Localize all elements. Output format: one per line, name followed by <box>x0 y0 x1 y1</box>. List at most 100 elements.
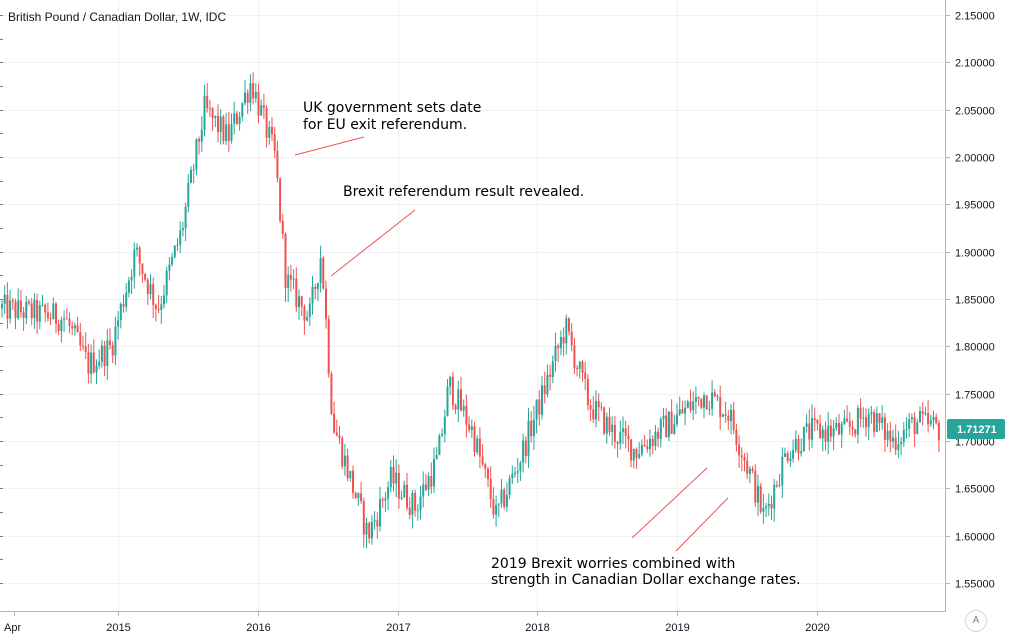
candle <box>300 295 303 316</box>
candle <box>279 177 282 224</box>
candle <box>430 462 433 494</box>
candle-body <box>246 92 249 103</box>
candle-body <box>813 418 816 420</box>
candle-body <box>586 378 589 406</box>
candle-body <box>330 373 333 414</box>
candle <box>454 403 457 415</box>
candle-body <box>775 484 778 486</box>
candle-body <box>640 444 643 455</box>
candle <box>924 406 927 416</box>
price-tick-label: 2.05000 <box>955 106 995 118</box>
candle-body <box>130 276 133 281</box>
candle-body <box>254 91 257 99</box>
candle <box>665 408 668 438</box>
candle <box>865 408 867 437</box>
candle <box>892 429 894 449</box>
candle <box>111 341 114 364</box>
candle-body <box>465 405 468 425</box>
time-axis[interactable]: Apr 2015 2016 2017 2018 2019 2020 <box>4 611 830 634</box>
candle <box>217 104 219 143</box>
candle <box>200 116 203 152</box>
candle <box>63 310 66 332</box>
candle-body <box>373 520 376 522</box>
candle-body <box>179 230 182 245</box>
candle-body <box>90 352 93 374</box>
candle <box>392 455 395 492</box>
candle <box>33 293 36 329</box>
candle-body <box>446 386 449 417</box>
candle <box>559 330 562 356</box>
candle-body <box>570 331 573 346</box>
candle <box>503 487 506 510</box>
candle-body <box>541 385 543 415</box>
candle <box>422 471 425 508</box>
candle <box>719 385 722 430</box>
candle <box>775 480 778 488</box>
candle-body <box>649 438 651 450</box>
candle <box>433 447 435 494</box>
candle <box>654 424 657 451</box>
candle-body <box>894 437 897 451</box>
candle <box>638 442 641 460</box>
candle-body <box>33 299 36 319</box>
candle-body <box>73 325 76 329</box>
candle-body <box>554 345 557 362</box>
candle <box>230 113 233 144</box>
candle-body <box>910 417 913 420</box>
candle <box>603 406 606 436</box>
auto-scale-button[interactable]: A <box>965 610 987 632</box>
last-price-badge: 1.71271 <box>947 418 1005 439</box>
candle <box>630 439 633 468</box>
candle-body <box>365 522 368 535</box>
candle <box>716 393 719 402</box>
candle <box>673 414 676 435</box>
candle <box>522 433 525 473</box>
candle <box>6 282 9 329</box>
candle <box>870 405 873 424</box>
candle-body <box>619 431 622 444</box>
candle <box>424 474 427 492</box>
price-tick-label: 1.60000 <box>955 532 995 544</box>
candle <box>22 306 25 332</box>
candle-body <box>667 411 670 438</box>
candle <box>740 447 743 472</box>
candle <box>570 323 573 352</box>
candle <box>605 412 608 444</box>
candle-body <box>411 492 414 515</box>
candle <box>273 126 276 159</box>
candle <box>851 420 854 437</box>
price-axis[interactable]: 2.15000 2.10000 2.05000 2.00000 1.95000 1.900… <box>945 11 995 591</box>
candle <box>697 396 700 407</box>
candle <box>667 410 670 442</box>
candle-body <box>635 448 638 458</box>
candle-body <box>646 446 649 450</box>
candle-body <box>638 454 641 458</box>
candle <box>160 296 163 324</box>
candle <box>824 421 827 451</box>
candle-body <box>762 507 765 512</box>
candle-body <box>754 470 757 503</box>
time-tick-label: 2015 <box>106 622 130 634</box>
candle-body <box>476 438 479 453</box>
time-tick-label: 2019 <box>665 622 689 634</box>
candle <box>3 285 6 314</box>
candle <box>352 465 354 499</box>
candle <box>79 323 82 352</box>
candle-body <box>57 323 60 332</box>
candle-body <box>387 487 390 499</box>
candle-body <box>759 485 762 512</box>
candle-body <box>654 431 657 447</box>
candle <box>295 267 298 313</box>
candle-body <box>859 407 862 419</box>
candle <box>811 404 813 448</box>
candle-body <box>100 345 103 362</box>
candle <box>929 414 932 427</box>
candle-body <box>592 409 595 420</box>
candle-body <box>851 426 854 430</box>
candle <box>165 266 168 303</box>
candle <box>435 446 438 460</box>
candle <box>211 106 214 131</box>
candle-body <box>44 304 47 313</box>
